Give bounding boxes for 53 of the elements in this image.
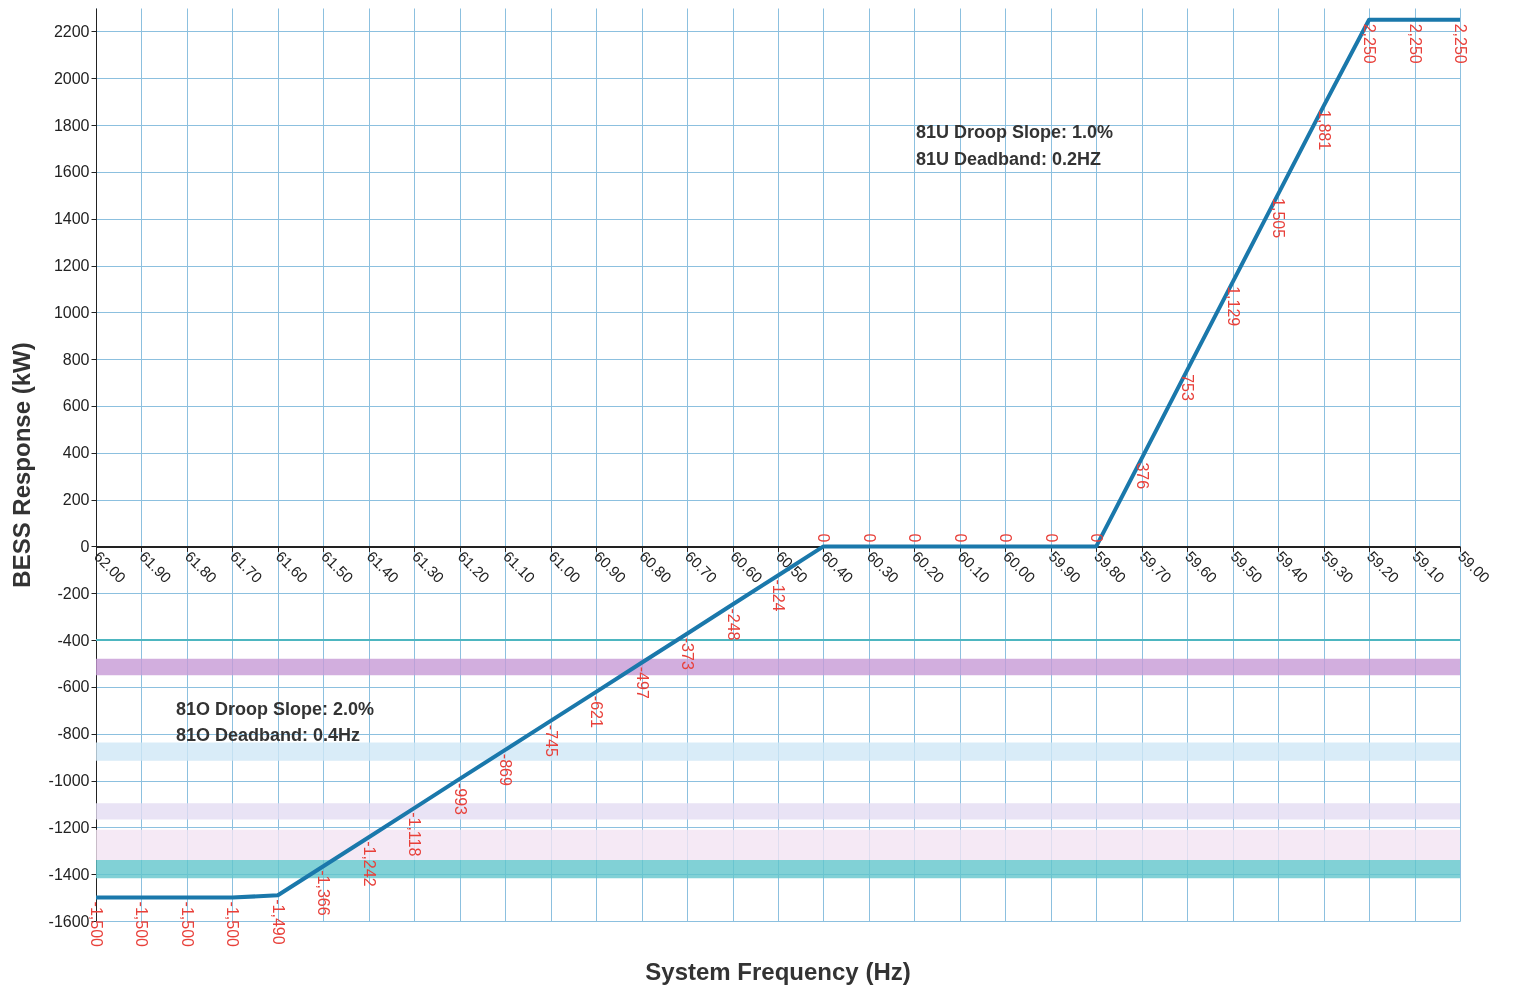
data-label: -993: [451, 782, 469, 816]
data-label: 2,250: [1361, 23, 1379, 64]
data-label: -373: [679, 637, 697, 670]
data-label: 0: [860, 533, 878, 543]
data-label: -1,118: [406, 812, 424, 857]
data-label: -1,366: [315, 870, 333, 916]
data-label: -248: [724, 608, 742, 641]
data-label: 0: [1088, 533, 1106, 543]
y-tick-label: 2200: [53, 22, 90, 40]
y-tick-label: 0: [80, 537, 90, 555]
data-label: 0: [951, 533, 969, 543]
data-label: 1,881: [1315, 110, 1333, 151]
data-label: -1,490: [269, 899, 287, 945]
data-label: -1,500: [88, 901, 105, 948]
y-tick-label: 600: [62, 397, 90, 415]
data-label: 2,250: [1406, 23, 1424, 64]
data-label: -1,500: [133, 901, 151, 948]
data-label: 1,505: [1270, 198, 1288, 239]
y-tick-label: -600: [57, 678, 90, 696]
y-tick-label: -1000: [48, 772, 90, 790]
data-label: 1,129: [1224, 286, 1242, 327]
data-label: 0: [997, 533, 1015, 543]
y-tick-label: 800: [62, 350, 90, 368]
data-label: -869: [497, 753, 515, 786]
data-label: 376: [1133, 462, 1151, 490]
data-label: -1,242: [360, 841, 378, 887]
y-tick-label: 2000: [53, 69, 90, 87]
y-tick-label: 1400: [53, 210, 90, 228]
y-tick-label: 400: [62, 444, 90, 462]
y-tick-label: 1800: [53, 116, 90, 134]
y-tick-label: -400: [57, 631, 90, 649]
data-label: 0: [1042, 533, 1060, 543]
data-label: 0: [815, 533, 833, 543]
y-tick-label: 1600: [53, 163, 90, 181]
data-label: 0: [906, 533, 924, 543]
y-tick-label: -800: [57, 725, 90, 743]
y-axis-title: BESS Response (kW): [7, 342, 35, 588]
data-label: -124: [770, 579, 787, 612]
y-tick-label: -1600: [48, 912, 90, 930]
y-tick-label: -200: [57, 584, 90, 602]
data-label: -745: [542, 724, 560, 757]
y-tick-label: 1000: [53, 303, 90, 321]
data-label: -497: [633, 666, 651, 699]
data-label: 753: [1179, 374, 1197, 401]
data-label: -1,500: [224, 901, 242, 948]
y-tick-label: 1200: [53, 257, 90, 275]
data-label: 2,250: [1452, 23, 1469, 64]
y-tick-label: -1400: [48, 865, 90, 883]
y-tick-label: -1200: [48, 818, 90, 836]
data-label: -1,500: [178, 901, 196, 948]
data-label: -621: [588, 695, 606, 728]
y-tick-label: 200: [62, 491, 90, 509]
x-axis-title: System Frequency (Hz): [645, 957, 911, 985]
